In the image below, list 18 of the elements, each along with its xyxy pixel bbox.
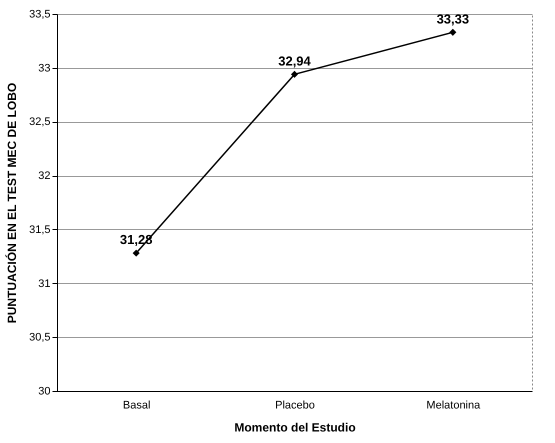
y-tick-label: 32,5 (29, 116, 50, 128)
point (290, 70, 298, 78)
point (449, 28, 456, 36)
point (132, 250, 140, 257)
data-label: 33,33 (436, 11, 470, 26)
x-tick-label: Placebo (275, 400, 315, 412)
x-tick-label: Basal (122, 400, 150, 412)
data-label: 32,94 (278, 53, 312, 68)
y-axis-title: PUNTUACIÓN EN EL TEST MEC DE LOBO (5, 82, 20, 324)
y-tick-label: 31 (38, 278, 50, 290)
y-tick-label: 32 (38, 170, 50, 182)
y-tick-label: 33 (38, 62, 50, 74)
x-tick-label: Melatonina (426, 400, 482, 412)
y-tick-label: 30 (38, 386, 50, 398)
y-tick-label: 30,5 (29, 332, 50, 344)
y-tick-label: 33,5 (29, 8, 50, 20)
y-tick-label: 31,5 (29, 224, 50, 236)
x-axis-title: Momento del Estudio (234, 420, 356, 434)
